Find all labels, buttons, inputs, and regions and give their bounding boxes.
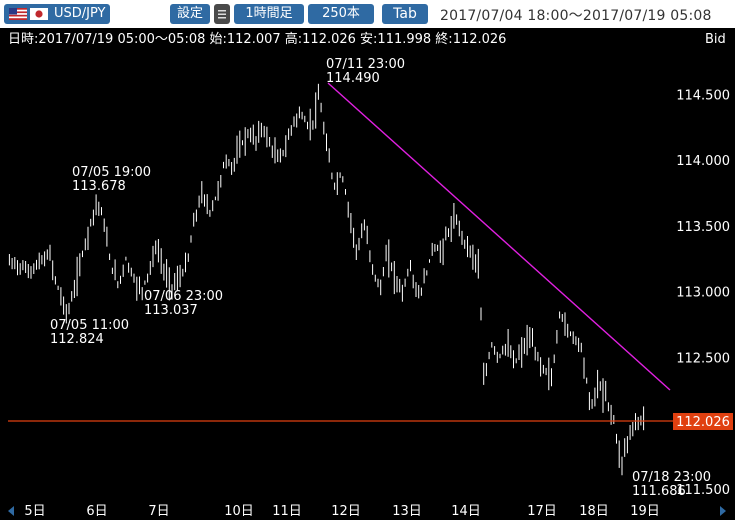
scroll-right-icon[interactable] [720, 506, 726, 516]
chart-toolbar: USD/JPY 設定 1時間足 250本 Tab 2017/07/04 18:0… [0, 0, 735, 28]
annotation-time: 07/11 23:00 [326, 57, 405, 72]
annotation-time: 07/05 11:00 [50, 318, 129, 333]
x-tick-label: 13日 [392, 504, 422, 519]
date-range-label: 2017/07/04 18:00～2017/07/19 05:08 [440, 8, 712, 24]
annotation-time: 07/18 23:00 [632, 470, 711, 485]
x-tick-label: 17日 [527, 504, 557, 519]
bar-count-selector[interactable]: 250本 [308, 4, 374, 24]
y-tick-label: 112.500 [676, 351, 730, 366]
timeframe-selector[interactable]: 1時間足 [234, 4, 304, 24]
x-tick-label: 6日 [86, 504, 107, 519]
trendline[interactable] [327, 82, 671, 391]
current-price-label: 112.026 [676, 415, 730, 430]
us-flag-icon [9, 8, 27, 20]
x-tick-label: 12日 [331, 504, 361, 519]
price-type-label: Bid [705, 32, 726, 47]
chart-area[interactable]: 日時:2017/07/19 05:00～05:08 始:112.007 高:11… [0, 28, 735, 520]
price-chart[interactable]: 日時:2017/07/19 05:00～05:08 始:112.007 高:11… [0, 28, 735, 520]
annotation-price: 113.678 [72, 179, 126, 194]
scroll-left-icon[interactable] [8, 506, 14, 516]
currency-pair-label: USD/JPY [54, 6, 106, 21]
y-tick-label: 114.000 [676, 154, 730, 169]
annotation-price: 113.037 [144, 303, 198, 318]
currency-pair-selector[interactable]: USD/JPY [4, 4, 110, 24]
menu-icon[interactable] [214, 4, 230, 24]
y-tick-label: 111.500 [676, 483, 730, 498]
x-tick-label: 7日 [148, 504, 169, 519]
x-tick-label: 19日 [630, 504, 660, 519]
y-tick-label: 114.500 [676, 88, 730, 103]
candlestick-series [8, 83, 645, 476]
annotation-price: 111.686 [632, 484, 686, 499]
y-axis: 114.500 114.000 113.500 113.000 112.500 111.5… [676, 88, 730, 498]
y-tick-label: 113.000 [676, 286, 730, 301]
annotation-time: 07/06 23:00 [144, 289, 223, 304]
settings-button[interactable]: 設定 [170, 4, 210, 24]
annotation-price: 114.490 [326, 71, 380, 86]
x-tick-label: 5日 [24, 504, 45, 519]
x-axis: 5日 6日 7日 10日 11日 12日 13日 14日 17日 18日 19日 [24, 504, 659, 519]
japan-flag-icon [30, 8, 48, 20]
tab-button[interactable]: Tab [382, 4, 428, 24]
ohlc-info: 日時:2017/07/19 05:00～05:08 始:112.007 高:11… [8, 31, 506, 47]
annotation-price: 112.824 [50, 332, 104, 347]
x-tick-label: 10日 [224, 504, 254, 519]
current-price-tag: 112.026 [673, 413, 733, 430]
x-tick-label: 14日 [451, 504, 481, 519]
x-tick-label: 11日 [272, 504, 302, 519]
x-tick-label: 18日 [579, 504, 609, 519]
y-tick-label: 113.500 [676, 220, 730, 235]
annotation-time: 07/05 19:00 [72, 165, 151, 180]
